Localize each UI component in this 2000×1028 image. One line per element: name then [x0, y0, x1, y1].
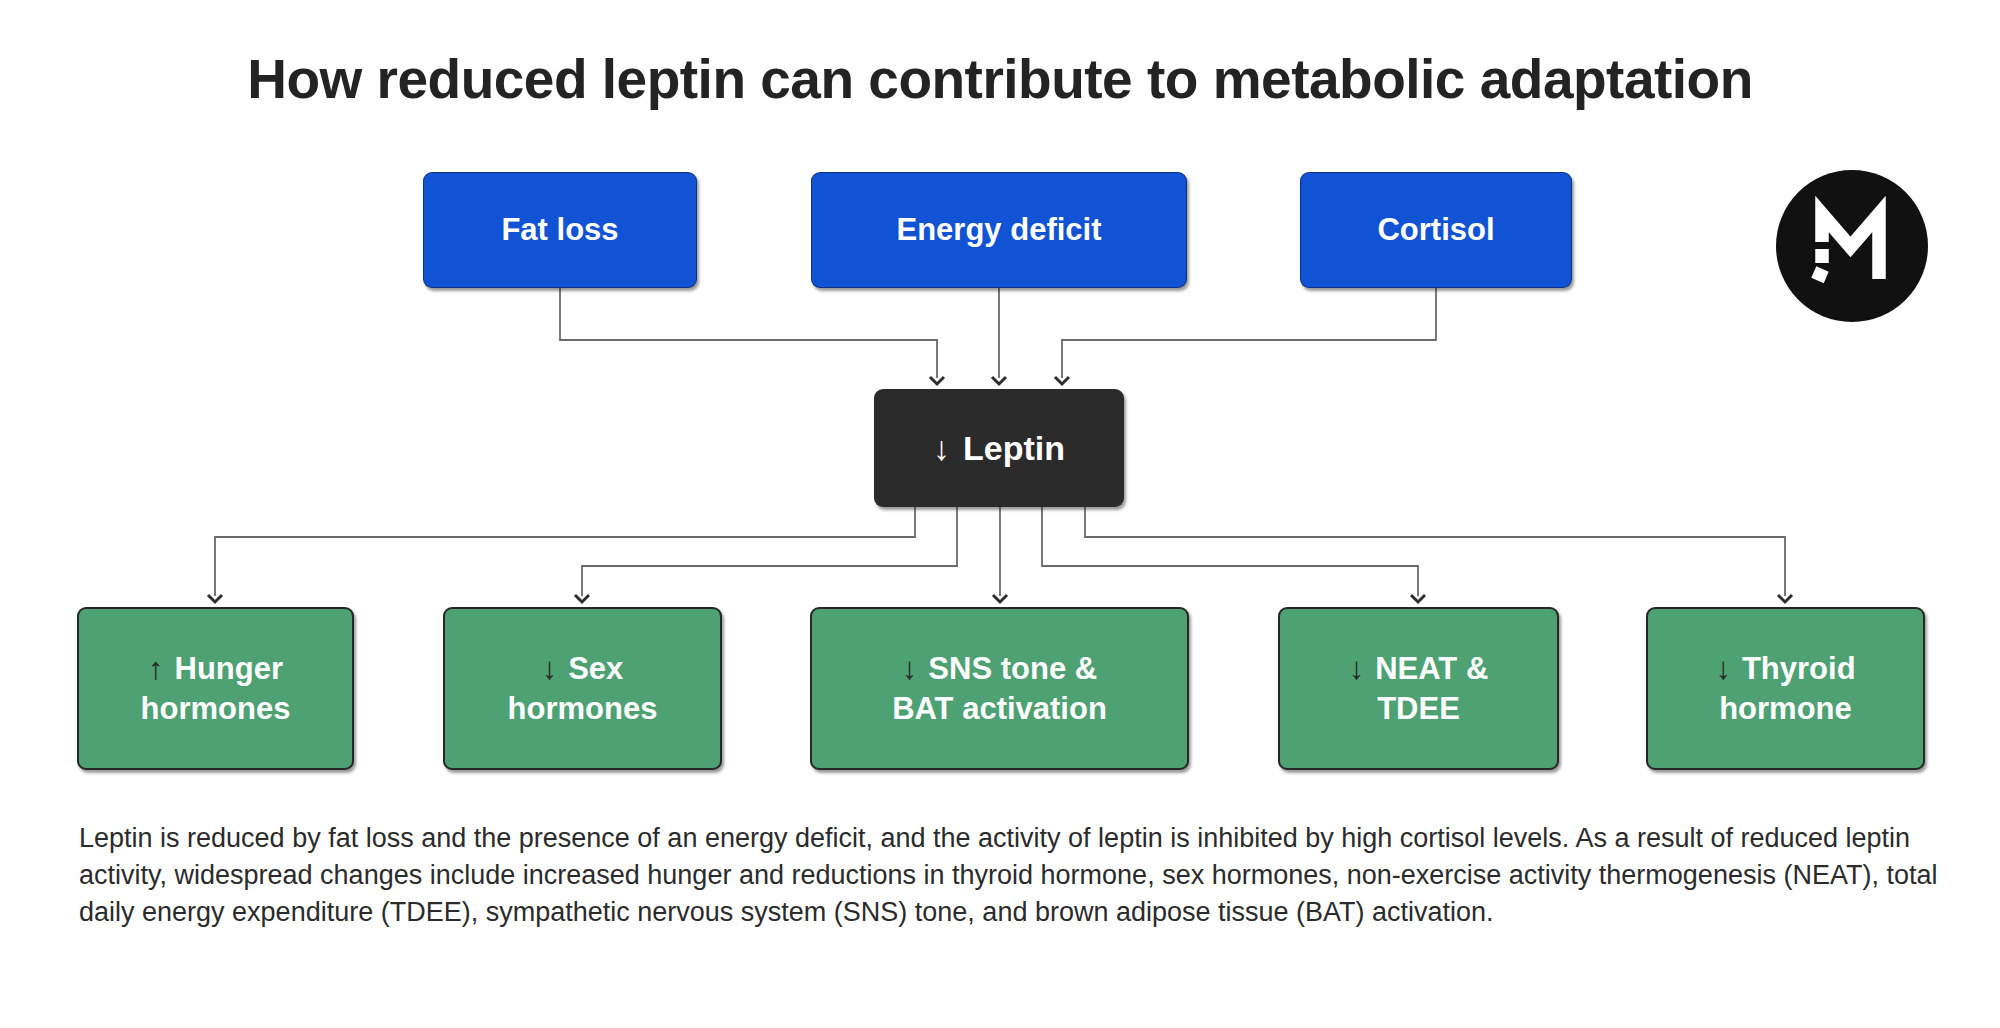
- effect-label-line2: BAT activation: [892, 689, 1107, 729]
- effect-box-sex-hormones: ↓ Sex hormones: [443, 607, 722, 770]
- effect-label-line1: Sex: [568, 651, 623, 686]
- down-arrowhead-icon: [1055, 377, 1069, 384]
- effect-box-neat-tdee: ↓ NEAT & TDEE: [1278, 607, 1559, 770]
- down-arrowhead-icon: [208, 595, 222, 602]
- footer-paragraph: Leptin is reduced by fat loss and the pr…: [79, 820, 1947, 931]
- cause-box-cortisol: Cortisol: [1300, 172, 1572, 288]
- down-arrowhead-icon: [993, 595, 1007, 602]
- effect-box-thyroid-hormone: ↓ Thyroid hormone: [1646, 607, 1925, 770]
- down-arrowhead-icon: [930, 377, 944, 384]
- down-arrowhead-icon: [1411, 595, 1425, 602]
- cause-box-energy-deficit: Energy deficit: [811, 172, 1187, 288]
- cause-label: Cortisol: [1377, 212, 1494, 248]
- down-arrowhead-icon: [575, 595, 589, 602]
- down-arrow-icon: ↓: [1349, 651, 1365, 686]
- hub-label: Leptin: [963, 429, 1065, 468]
- effect-label-line1: Hunger: [175, 651, 284, 686]
- brand-logo: [1776, 170, 1928, 322]
- cause-label: Fat loss: [501, 212, 618, 248]
- up-arrow-icon: ↑: [148, 651, 164, 686]
- effect-label-line1: SNS tone &: [928, 651, 1097, 686]
- down-arrow-icon: ↓: [1715, 651, 1731, 686]
- effect-label-line2: hormone: [1719, 689, 1852, 729]
- effect-label-line1: NEAT &: [1375, 651, 1488, 686]
- effect-label-line2: hormones: [508, 689, 658, 729]
- cause-box-fat-loss: Fat loss: [423, 172, 697, 288]
- hub-box-leptin: ↓ Leptin: [874, 389, 1124, 507]
- cause-label: Energy deficit: [897, 212, 1102, 248]
- effect-label-line2: hormones: [141, 689, 291, 729]
- effect-label-line1: Thyroid: [1742, 651, 1856, 686]
- effect-label-line2: TDEE: [1377, 689, 1460, 729]
- down-arrow-icon: ↓: [902, 651, 918, 686]
- infographic-canvas: How reduced leptin can contribute to met…: [0, 0, 2000, 1028]
- effect-box-sns-tone-bat-activation: ↓ SNS tone & BAT activation: [810, 607, 1189, 770]
- down-arrow-icon: ↓: [933, 429, 950, 468]
- down-arrowhead-icon: [992, 377, 1006, 384]
- down-arrow-icon: ↓: [542, 651, 558, 686]
- down-arrowhead-icon: [1778, 595, 1792, 602]
- effect-box-hunger-hormones: ↑ Hunger hormones: [77, 607, 354, 770]
